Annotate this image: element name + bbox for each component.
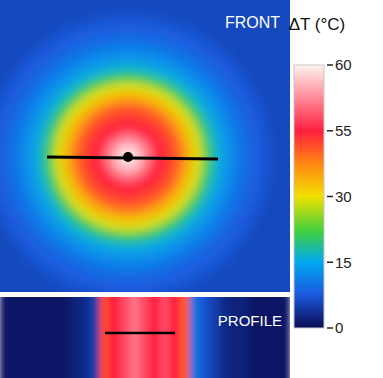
column [20,297,31,378]
column [120,297,131,378]
tick-label: 0 [335,319,343,336]
ring [0,22,263,292]
column [270,297,281,378]
column [50,297,61,378]
tick [327,262,333,264]
column [130,297,141,378]
column [40,297,51,378]
profile-image [0,297,290,378]
column [230,297,241,378]
tick [327,64,333,66]
tick [327,327,333,329]
column [220,297,231,378]
panel-label: FRONT [225,14,280,31]
column [170,297,181,378]
colorbar-title: ΔT (°C) [289,15,346,34]
column [180,297,191,378]
section-line [105,332,175,335]
column [250,297,261,378]
column [30,297,41,378]
column [140,297,151,378]
rings [0,12,273,292]
tick-label: 15 [335,254,352,271]
column [260,297,271,378]
column [280,297,291,378]
tick [327,130,333,132]
column [10,297,21,378]
column [160,297,171,378]
figure: FRONT PROFILE 0 15 30 55 60 ΔT (°C) [0,0,383,378]
column [190,297,201,378]
colorbar-ticks: 0 15 30 55 60 [327,56,352,336]
ring [33,62,223,252]
column [90,297,101,378]
column [210,297,221,378]
column [110,297,121,378]
column [70,297,81,378]
colorbar [294,65,324,328]
ring [13,42,243,272]
ring [3,32,253,282]
column [240,297,251,378]
column [60,297,71,378]
center-dot [123,152,133,162]
column [100,297,111,378]
column [80,297,91,378]
tick-label: 30 [335,188,352,205]
column [200,297,211,378]
column [0,297,11,378]
tick [327,196,333,198]
column [150,297,161,378]
ring [23,52,233,262]
tick-label: 60 [335,56,352,73]
ring [0,12,273,292]
panel-label: PROFILE [218,312,282,329]
front-image [0,0,290,292]
tick-label: 55 [335,122,352,139]
ring [123,152,133,162]
